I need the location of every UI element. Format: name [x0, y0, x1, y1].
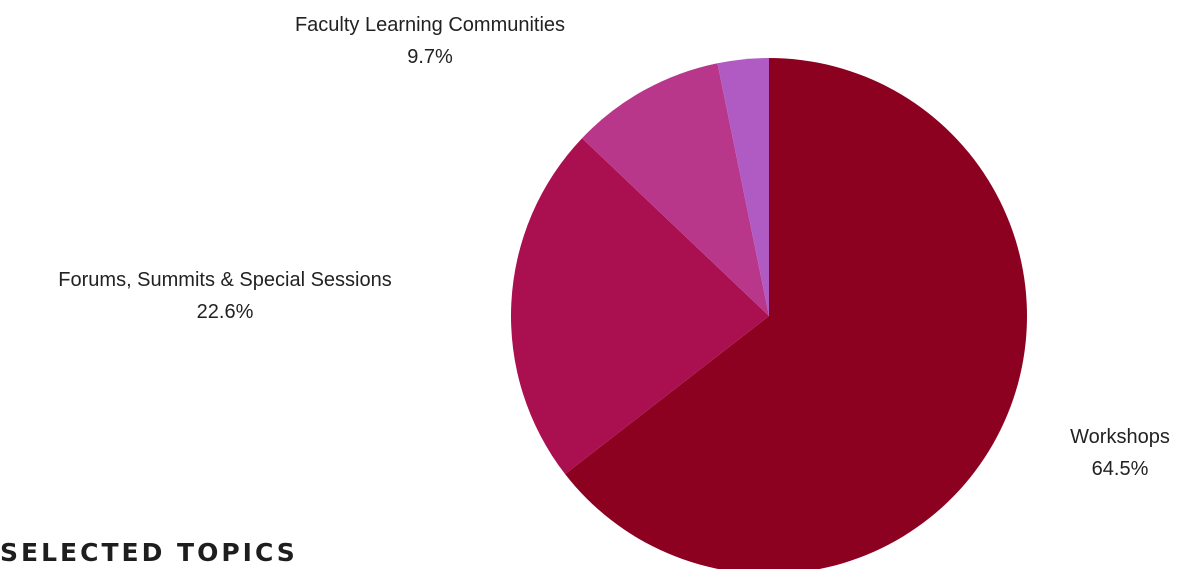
slice-label-faculty-learning-communities: Faculty Learning Communities 9.7% [230, 9, 630, 73]
slice-label-workshops: Workshops 64.5% [1040, 421, 1185, 485]
pie-slice-forums-summits-special-sessions [510, 138, 769, 475]
slice-label-flc-name: Faculty Learning Communities [294, 14, 566, 36]
slice-label-workshops-value: 64.5% [1091, 458, 1149, 480]
slice-label-forums: Forums, Summits & Special Sessions 22.6% [0, 264, 450, 328]
pie-slice-other [717, 58, 769, 316]
slice-label-forums-value: 22.6% [196, 301, 254, 323]
pie-slice-workshops [565, 58, 1027, 569]
slice-label-flc-value: 9.7% [407, 46, 453, 68]
pie-slice-faculty-learning-communities [582, 63, 769, 317]
section-heading: SELECTED TOPICS [0, 538, 298, 567]
slice-label-workshops-name: Workshops [1070, 426, 1170, 448]
slice-label-forums-name: Forums, Summits & Special Sessions [58, 269, 392, 291]
